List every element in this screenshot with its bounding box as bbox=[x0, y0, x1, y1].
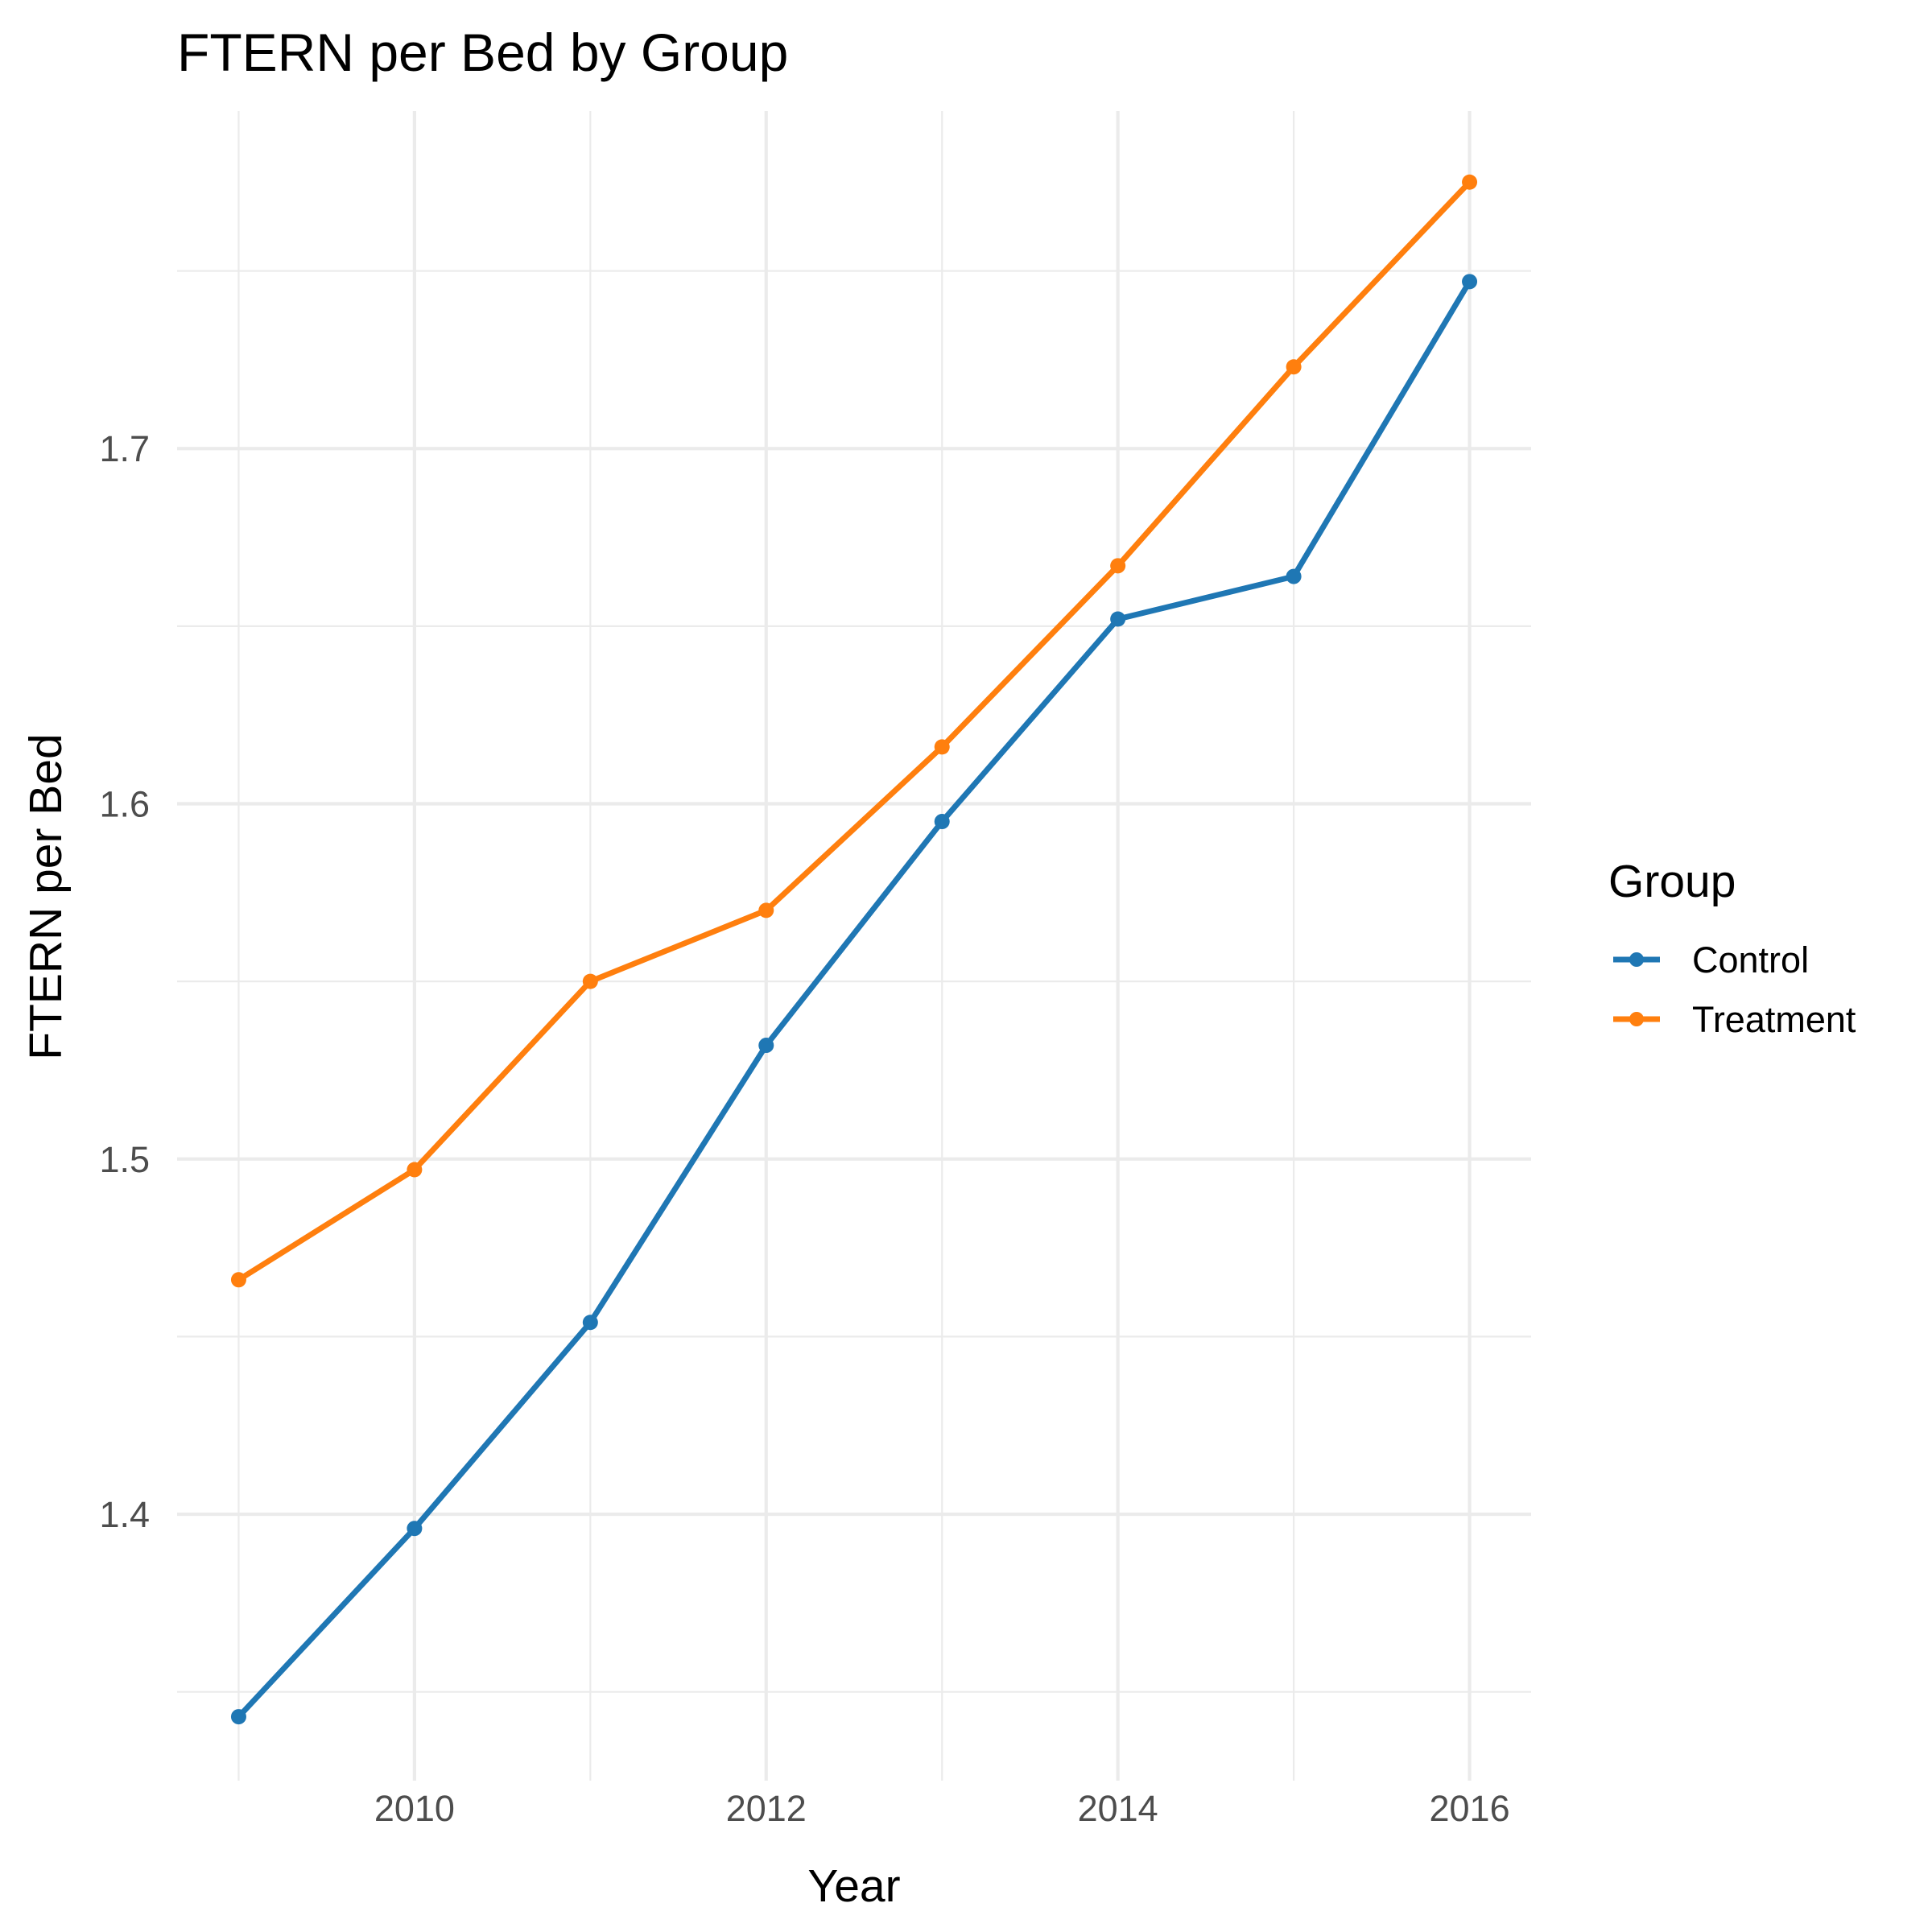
grid-layer bbox=[177, 111, 1531, 1781]
y-tick-label: 1.7 bbox=[99, 428, 150, 469]
data-point-control bbox=[1110, 611, 1126, 627]
data-point-treatment bbox=[1110, 558, 1126, 574]
legend-label-treatment: Treatment bbox=[1692, 999, 1856, 1040]
data-point-treatment bbox=[582, 973, 598, 989]
y-tick-label: 1.4 bbox=[99, 1494, 150, 1535]
x-axis-title: Year bbox=[807, 1860, 900, 1912]
data-point-treatment bbox=[230, 1272, 246, 1288]
legend-key-point-treatment bbox=[1629, 1012, 1644, 1026]
data-point-treatment bbox=[407, 1162, 423, 1178]
data-point-treatment bbox=[934, 739, 950, 755]
legend: Group Control Treatment bbox=[1608, 856, 1856, 1040]
x-tick-label: 2014 bbox=[1078, 1788, 1158, 1829]
data-point-treatment bbox=[1286, 359, 1302, 375]
legend-title: Group bbox=[1608, 856, 1736, 907]
chart-title: FTERN per Bed by Group bbox=[177, 23, 788, 82]
data-point-treatment bbox=[1462, 174, 1478, 190]
x-tick-label: 2016 bbox=[1429, 1788, 1509, 1829]
data-point-treatment bbox=[758, 902, 774, 919]
legend-key-point-control bbox=[1629, 952, 1644, 967]
data-point-control bbox=[758, 1038, 774, 1054]
data-point-control bbox=[582, 1315, 598, 1331]
x-tick-label: 2012 bbox=[726, 1788, 807, 1829]
series-line-control bbox=[236, 280, 1472, 1719]
tick-labels: 2010 2012 2014 2016 1.4 1.5 1.6 1.7 bbox=[99, 428, 1509, 1829]
data-point-control bbox=[407, 1521, 423, 1537]
data-point-control bbox=[1462, 274, 1478, 290]
x-tick-label: 2010 bbox=[374, 1788, 455, 1829]
data-point-control bbox=[1286, 568, 1302, 584]
series-layer bbox=[230, 174, 1478, 1725]
legend-item-control: Control bbox=[1613, 939, 1809, 980]
legend-label-control: Control bbox=[1692, 939, 1809, 980]
data-point-control bbox=[934, 814, 950, 830]
series-line-treatment bbox=[237, 180, 1472, 1282]
y-tick-label: 1.5 bbox=[99, 1139, 150, 1180]
legend-item-treatment: Treatment bbox=[1613, 999, 1856, 1040]
data-point-control bbox=[230, 1709, 246, 1725]
y-axis-title: FTERN per Bed bbox=[20, 733, 72, 1059]
y-tick-label: 1.6 bbox=[99, 783, 150, 824]
